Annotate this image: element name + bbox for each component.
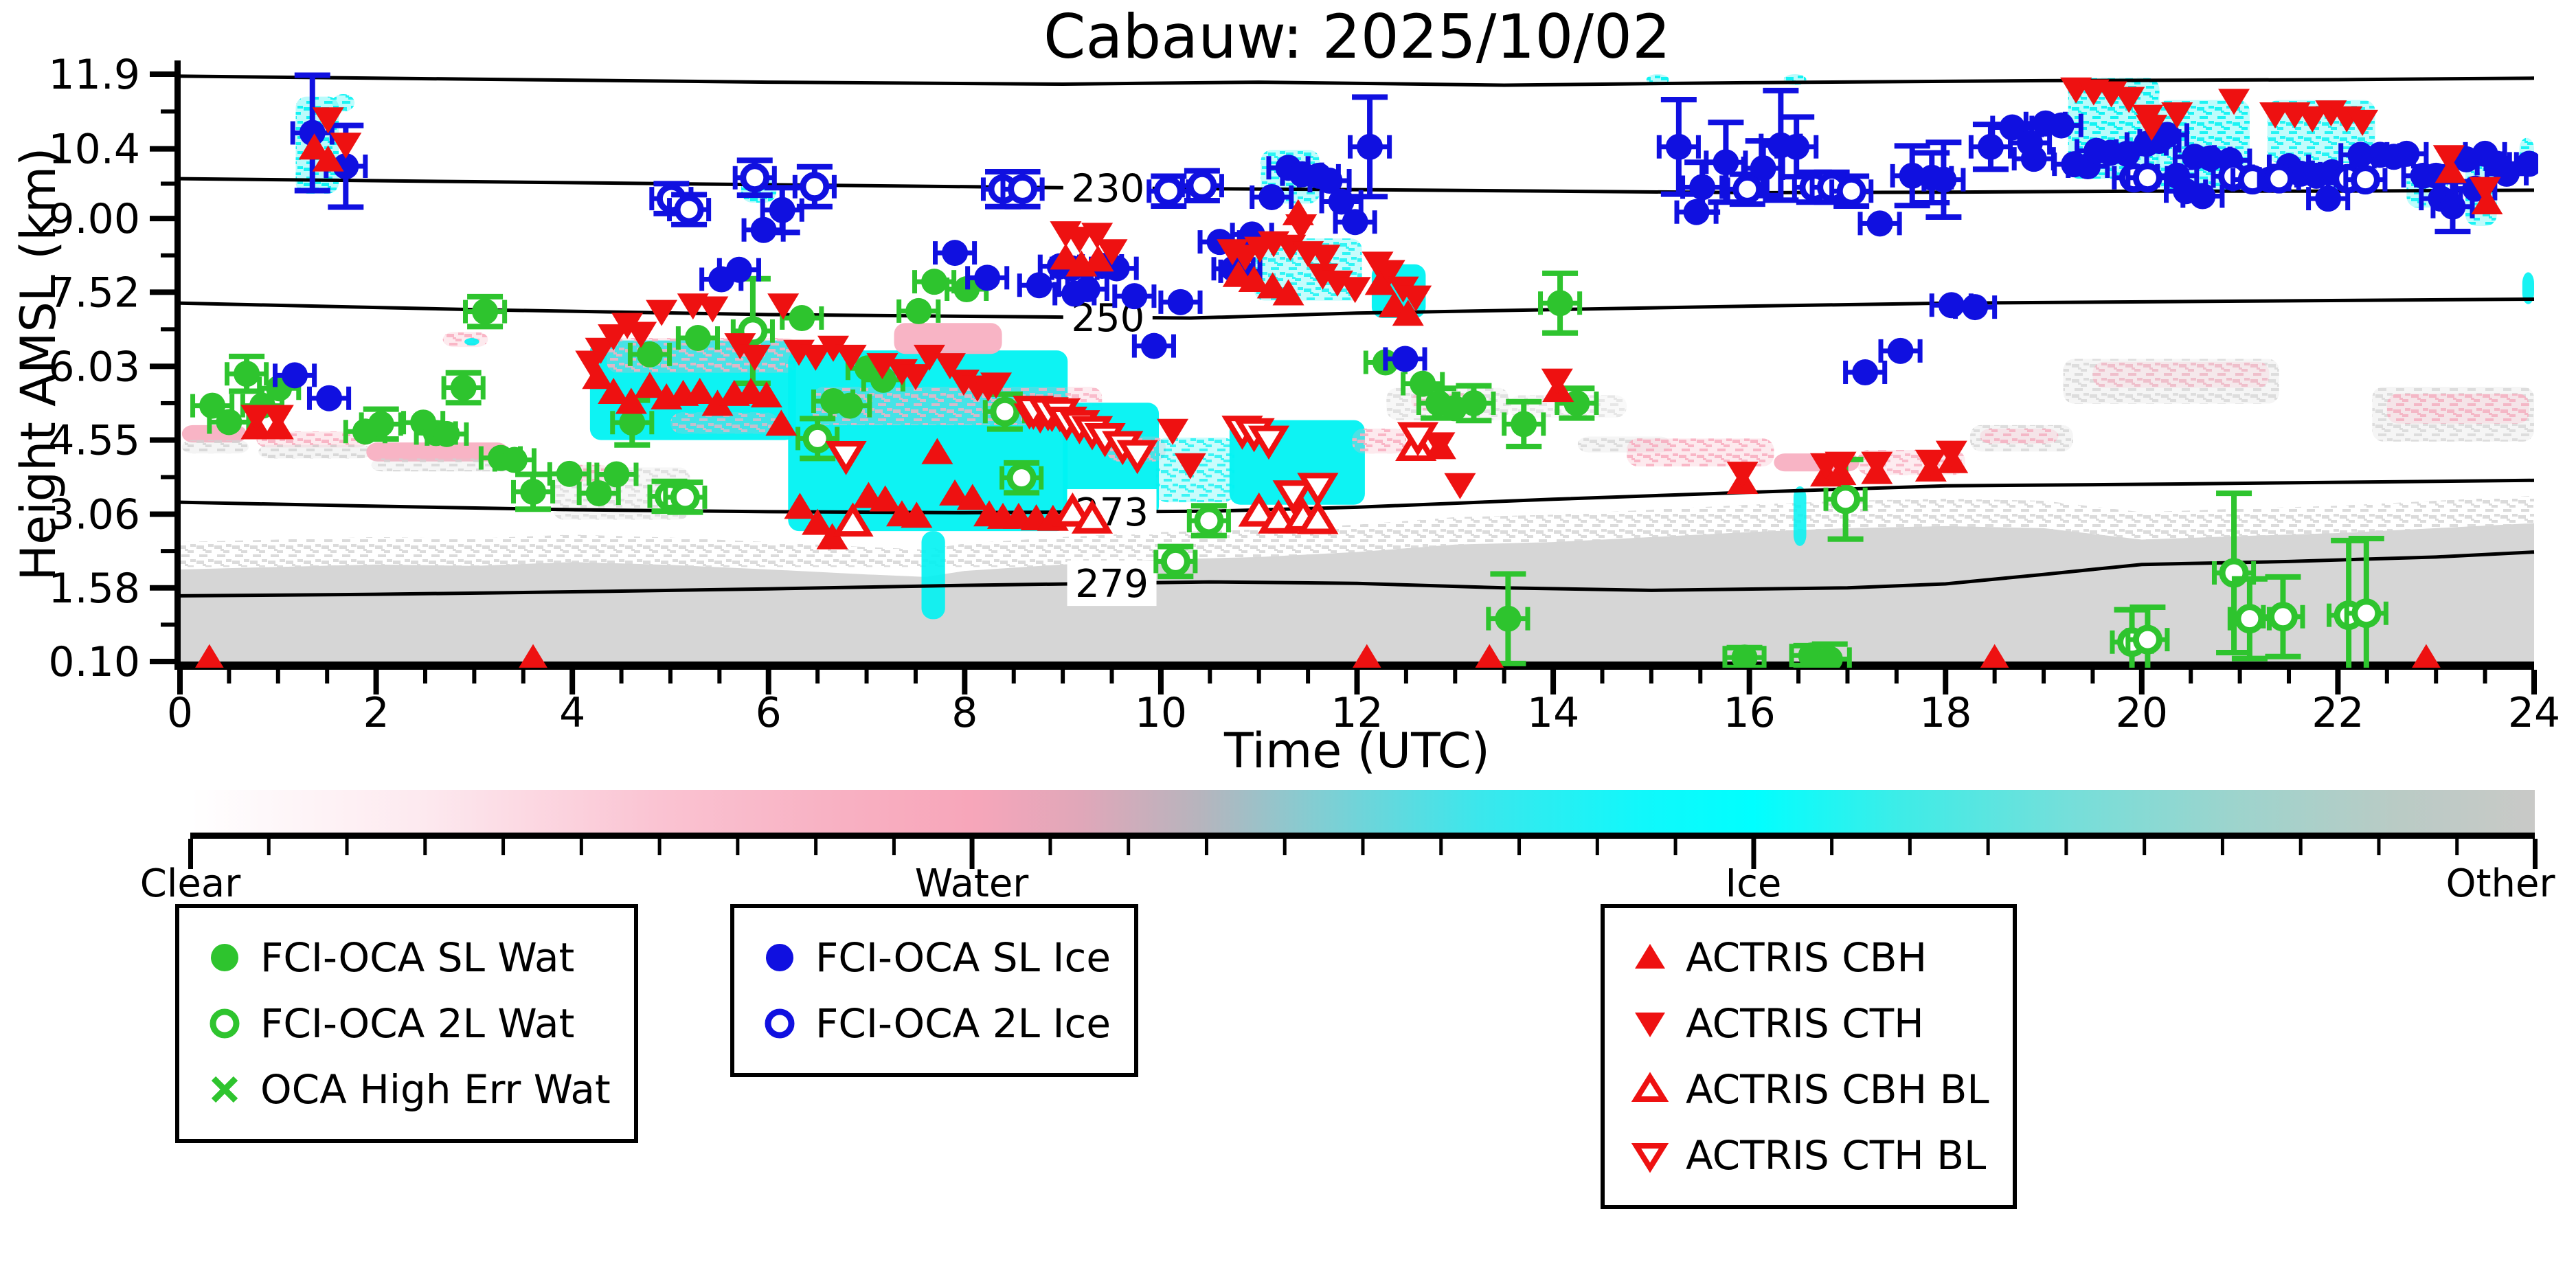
x-tick-label: 22 xyxy=(2312,689,2364,737)
series-fci-oca-2l-ice xyxy=(649,157,2388,227)
y-tick-label: 3.06 xyxy=(48,491,140,539)
legend-marker-tri-down-filled-icon xyxy=(1635,1013,1665,1037)
legend-item-actris-cbh: ACTRIS CBH xyxy=(1628,925,1989,991)
x-tick-label: 10 xyxy=(1135,689,1187,737)
x-tick-label: 24 xyxy=(2508,689,2560,737)
legend-item-oca-high-err-wat: OCA High Err Wat xyxy=(203,1057,611,1122)
legend-oca-water: FCI-OCA SL Wat FCI-OCA 2L Wat OCA High Err… xyxy=(175,904,638,1143)
legend-label: ACTRIS CBH xyxy=(1686,934,1928,981)
colorbar-label-clear: Clear xyxy=(139,861,241,906)
contour-label-279: 279 xyxy=(1075,562,1149,607)
x-tick-label: 20 xyxy=(2116,689,2168,737)
y-tick-label: 4.55 xyxy=(48,417,140,465)
legend-actris: ACTRIS CBH ACTRIS CTH ACTRIS CBH BL ACTRIS … xyxy=(1601,904,2017,1209)
legend-label: ACTRIS CTH xyxy=(1686,1000,1924,1047)
legend-marker-circle-open-icon xyxy=(210,1008,240,1039)
legend-item-actris-cbh-bl: ACTRIS CBH BL xyxy=(1628,1057,1989,1122)
legend-label: FCI-OCA 2L Ice xyxy=(815,1000,1111,1047)
legend-marker-circle-filled-icon xyxy=(211,944,238,971)
x-tick-label: 6 xyxy=(756,689,782,737)
colorbar-label-other: Other xyxy=(2445,861,2555,906)
legend-marker-circle-open-icon xyxy=(765,1008,795,1039)
y-tick-label: 0.10 xyxy=(48,638,140,686)
legend-marker-tri-up-filled-icon xyxy=(1635,944,1665,969)
legend-item-fci-oca-sl-ice: FCI-OCA SL Ice xyxy=(758,925,1111,991)
legend-label: ACTRIS CBH BL xyxy=(1686,1066,1989,1113)
raster-layer xyxy=(180,74,2534,668)
x-tick-label: 8 xyxy=(951,689,978,737)
series-actris-cth xyxy=(240,77,2501,499)
legend-marker-x-icon xyxy=(211,1076,238,1103)
x-tick-label: 0 xyxy=(167,689,193,737)
legend-label: ACTRIS CTH BL xyxy=(1686,1132,1987,1179)
colorbar-label-water: Water xyxy=(914,861,1029,906)
series-fci-oca-sl-wat xyxy=(190,269,1852,668)
legend-marker-tri-up-open-icon xyxy=(1631,1072,1669,1102)
legend-item-actris-cth: ACTRIS CTH xyxy=(1628,991,1989,1057)
legend-label: OCA High Err Wat xyxy=(260,1066,611,1113)
contour-label-230: 230 xyxy=(1071,167,1144,212)
legend-item-fci-oca-2l-ice: FCI-OCA 2L Ice xyxy=(758,991,1111,1057)
legend-label: FCI-OCA 2L Wat xyxy=(260,1000,575,1047)
y-tick-label: 7.52 xyxy=(48,269,140,317)
legend-marker-circle-filled-icon xyxy=(766,944,793,971)
x-axis-label: Time (UTC) xyxy=(1224,723,1490,779)
x-tick-label: 4 xyxy=(559,689,585,737)
scatter-layer xyxy=(190,72,2538,668)
y-tick-label: 1.58 xyxy=(48,565,140,613)
y-tick-label: 6.03 xyxy=(48,343,140,391)
y-tick-label: 10.4 xyxy=(48,126,140,174)
legend-item-actris-cth-bl: ACTRIS CTH BL xyxy=(1628,1122,1989,1188)
x-tick-label: 12 xyxy=(1331,689,1383,737)
y-tick-label: 9.00 xyxy=(48,195,140,243)
legend-oca-ice: FCI-OCA SL Ice FCI-OCA 2L Ice xyxy=(730,904,1139,1077)
legend-item-fci-oca-2l-wat: FCI-OCA 2L Wat xyxy=(203,991,611,1057)
y-axis-label: Height AMSL (km) xyxy=(10,147,67,581)
colorbar-label-ice: Ice xyxy=(1725,861,1782,906)
x-tick-label: 14 xyxy=(1527,689,1579,737)
x-tick-label: 2 xyxy=(363,689,389,737)
legend-label: FCI-OCA SL Ice xyxy=(815,934,1111,981)
colorbar xyxy=(188,790,2538,869)
legend-marker-tri-down-open-icon xyxy=(1631,1143,1669,1173)
legend-label: FCI-OCA SL Wat xyxy=(260,934,575,981)
legend-item-fci-oca-sl-wat: FCI-OCA SL Wat xyxy=(203,925,611,991)
x-tick-label: 18 xyxy=(1919,689,1971,737)
y-tick-label: 11.9 xyxy=(48,51,140,99)
chart-title: Cabauw: 2025/10/02 xyxy=(1043,1,1671,72)
x-tick-label: 16 xyxy=(1723,689,1775,737)
series-actris-cth-bl xyxy=(825,396,1439,515)
